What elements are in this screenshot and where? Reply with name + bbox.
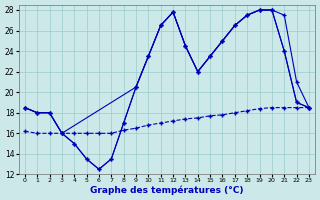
X-axis label: Graphe des températures (°C): Graphe des températures (°C) [90, 186, 244, 195]
